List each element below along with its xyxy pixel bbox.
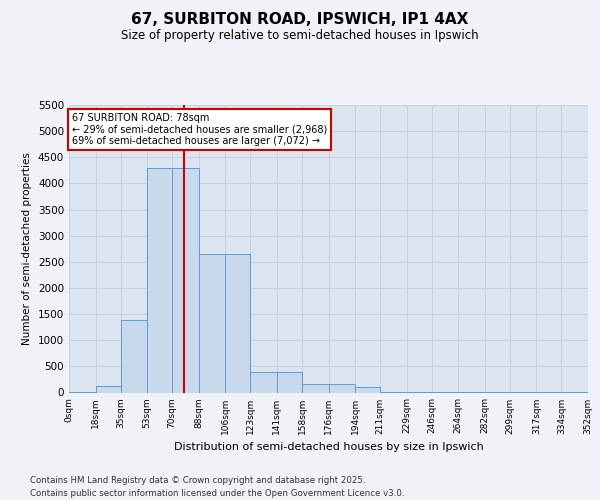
Text: 67, SURBITON ROAD, IPSWICH, IP1 4AX: 67, SURBITON ROAD, IPSWICH, IP1 4AX: [131, 12, 469, 28]
Bar: [121, 320, 147, 392]
Text: Size of property relative to semi-detached houses in Ipswich: Size of property relative to semi-detach…: [121, 28, 479, 42]
Bar: [147, 168, 172, 392]
Text: Contains HM Land Registry data © Crown copyright and database right 2025.
Contai: Contains HM Land Registry data © Crown c…: [30, 476, 404, 498]
Bar: [302, 384, 329, 392]
Bar: [172, 168, 199, 392]
Bar: [277, 372, 302, 392]
Bar: [199, 254, 225, 392]
Text: 67 SURBITON ROAD: 78sqm
← 29% of semi-detached houses are smaller (2,968)
69% of: 67 SURBITON ROAD: 78sqm ← 29% of semi-de…: [72, 113, 327, 146]
Y-axis label: Number of semi-detached properties: Number of semi-detached properties: [22, 152, 32, 345]
Bar: [355, 388, 380, 392]
X-axis label: Distribution of semi-detached houses by size in Ipswich: Distribution of semi-detached houses by …: [173, 442, 484, 452]
Bar: [225, 254, 250, 392]
Bar: [329, 384, 355, 392]
Bar: [95, 386, 121, 392]
Bar: [250, 372, 277, 392]
